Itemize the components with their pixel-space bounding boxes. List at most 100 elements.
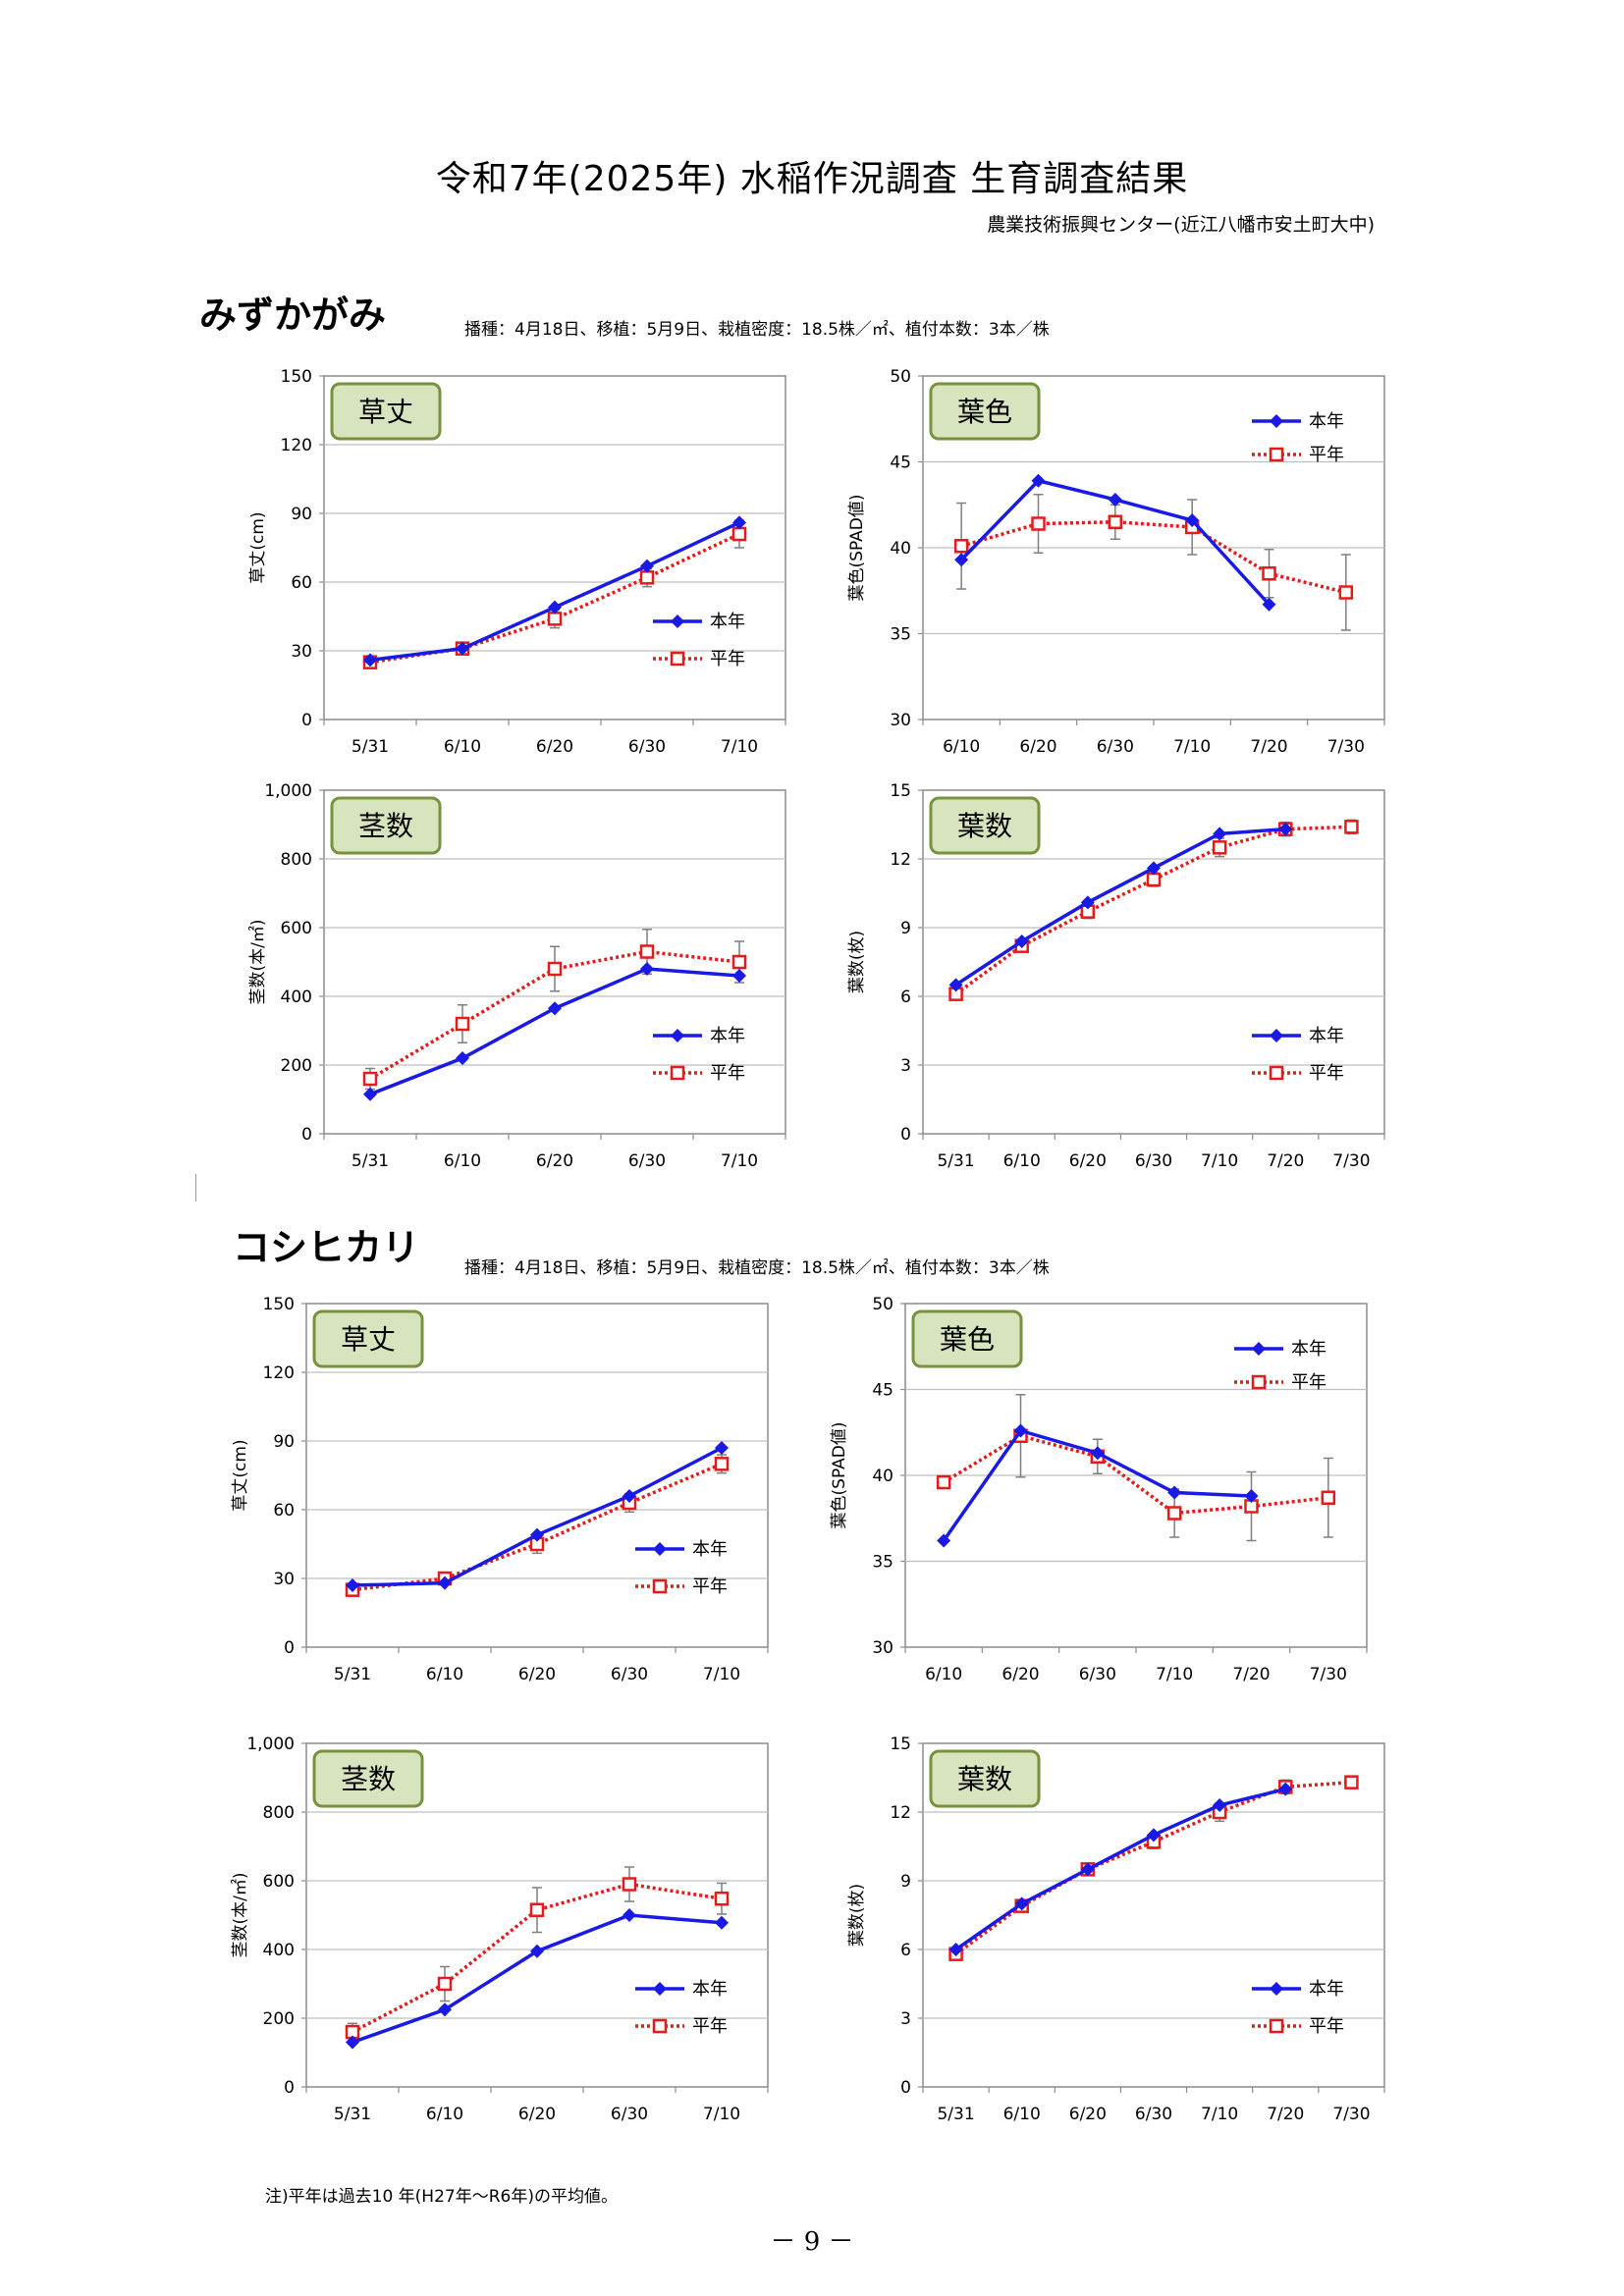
y-tick-label: 90	[273, 1432, 295, 1452]
chart-label-box	[330, 382, 442, 441]
x-tick-label: 7/30	[1327, 737, 1365, 757]
x-tick-label: 5/31	[352, 1151, 389, 1171]
x-tick-label: 7/10	[1201, 1151, 1238, 1171]
chart-label-box	[312, 1749, 424, 1808]
variety-heading-mizukagami: みずかがみ	[199, 294, 387, 337]
series-line-current	[954, 1787, 1286, 1951]
data-point-normal	[1344, 1775, 1359, 1789]
legend-label-current: 本年	[692, 1979, 728, 2000]
x-tick-label: 6/30	[611, 2105, 648, 2124]
y-tick-label: 400	[263, 1941, 295, 1960]
x-tick-label: 6/20	[1069, 1151, 1107, 1171]
data-point-normal	[1166, 1506, 1182, 1521]
x-tick-label: 6/10	[1003, 1151, 1041, 1171]
data-point-current	[1185, 513, 1200, 527]
x-tick-label: 5/31	[352, 737, 389, 757]
data-point-current	[456, 641, 469, 656]
data-point-current	[732, 515, 746, 530]
x-tick-label: 7/10	[1201, 2105, 1238, 2124]
y-tick-label: 120	[263, 1363, 295, 1383]
legend-label-current: 本年	[692, 1539, 728, 1560]
x-tick-label: 7/10	[703, 1665, 740, 1684]
x-tick-label: 6/30	[1079, 1665, 1116, 1684]
data-point-current	[623, 1908, 636, 1922]
x-tick-label: 7/10	[721, 1151, 758, 1171]
data-point-current	[1244, 1489, 1259, 1503]
data-point-current	[456, 1051, 469, 1065]
legend-marker-current	[671, 1029, 684, 1042]
y-tick-label: 30	[273, 1570, 295, 1589]
data-point-normal	[437, 1976, 453, 1992]
legend-label-current: 本年	[1309, 1026, 1344, 1046]
data-point-current	[954, 553, 969, 567]
data-point-normal	[714, 1457, 730, 1471]
y-tick-label: 50	[872, 1295, 893, 1314]
data-point-current	[1080, 895, 1095, 910]
y-tick-label: 45	[890, 454, 911, 473]
chart-label-box	[929, 796, 1041, 855]
chart-koshihikari-plant-height: 0 30 60 90 120 150 5/31 6/10 6/20 6/30 7/10 草丈(cm) 本…	[231, 1295, 769, 1684]
data-point-current	[438, 1575, 452, 1590]
x-tick-label: 6/20	[536, 1151, 573, 1171]
data-point-current	[948, 1943, 963, 1956]
data-point-current	[715, 1441, 729, 1455]
data-point-current	[937, 1533, 951, 1548]
y-tick-label: 60	[273, 1501, 295, 1521]
data-point-current	[1090, 1446, 1105, 1461]
chart-label: 葉数	[957, 810, 1012, 842]
chart-label: 草丈	[341, 1323, 396, 1356]
data-point-normal	[639, 944, 655, 959]
data-point-current	[363, 1087, 377, 1101]
data-point-current	[1108, 493, 1122, 507]
x-tick-label: 6/10	[444, 737, 481, 757]
legend-marker-normal	[652, 1578, 668, 1594]
x-tick-label: 7/10	[721, 737, 758, 757]
data-point-current	[1013, 1423, 1028, 1438]
legend-marker-normal	[1251, 1374, 1267, 1390]
y-tick-label: 150	[263, 1295, 295, 1314]
legend-label-current: 本年	[710, 1026, 745, 1046]
chart-label: 葉数	[957, 1763, 1012, 1795]
chart-mizukagami-plant-height: 0 30 60 90 120 150 5/31 6/10 6/20 6/30 7/10 草丈(cm) 本…	[248, 367, 786, 757]
data-point-current	[732, 969, 746, 983]
chart-label-box	[312, 1309, 424, 1368]
legend-label-current: 本年	[710, 612, 745, 632]
x-tick-label: 7/10	[703, 2105, 740, 2124]
data-point-normal	[362, 1071, 378, 1087]
chart-label: 茎数	[358, 810, 413, 842]
y-axis-title: 葉色(SPAD値)	[830, 1422, 849, 1529]
y-axis-title: 葉数(枚)	[847, 1884, 867, 1947]
series-line-normal	[960, 519, 1347, 595]
legend-marker-current	[1270, 1982, 1283, 1996]
y-axis-title: 茎数(本/㎡)	[231, 1873, 250, 1958]
data-point-current	[548, 600, 562, 614]
y-tick-label: 30	[872, 1638, 893, 1658]
y-tick-label: 0	[284, 2078, 295, 2098]
x-tick-label: 7/20	[1250, 737, 1287, 757]
y-tick-label: 15	[890, 781, 911, 801]
x-tick-label: 6/30	[1097, 737, 1134, 757]
chart-koshihikari-leaf-color: 30 35 40 45 50 6/10 6/20 6/30 7/10 7/20 7/30 葉色(SPA…	[830, 1295, 1368, 1684]
data-point-current	[1147, 1828, 1161, 1842]
data-point-current	[1014, 1896, 1029, 1911]
x-tick-label: 6/20	[536, 737, 573, 757]
data-point-normal	[714, 1891, 730, 1906]
legend-label-current: 本年	[1291, 1339, 1326, 1360]
y-tick-label: 800	[281, 850, 312, 870]
data-point-current	[1080, 1862, 1095, 1877]
data-point-normal	[1031, 516, 1046, 531]
y-tick-label: 400	[281, 988, 312, 1007]
legend-label-normal: 平年	[1309, 445, 1344, 465]
x-tick-label: 6/10	[925, 1665, 962, 1684]
legend-label-normal: 平年	[1291, 1372, 1326, 1393]
data-point-current	[1014, 934, 1029, 948]
y-tick-label: 12	[890, 850, 911, 870]
y-tick-label: 6	[900, 1941, 911, 1960]
chart-mizukagami-leaf-number: 0 3 6 9 12 15 5/31 6/10 6/20 6/30 7/10 7/20 7/30 葉数(枚…	[847, 781, 1385, 1171]
organization-name: 農業技術振興センター(近江八幡市安土町大中)	[987, 214, 1375, 236]
legend-marker-normal	[670, 1065, 685, 1081]
data-point-normal	[936, 1474, 951, 1490]
y-tick-label: 12	[890, 1803, 911, 1823]
y-tick-label: 50	[890, 367, 911, 387]
x-tick-label: 7/30	[1310, 1665, 1347, 1684]
